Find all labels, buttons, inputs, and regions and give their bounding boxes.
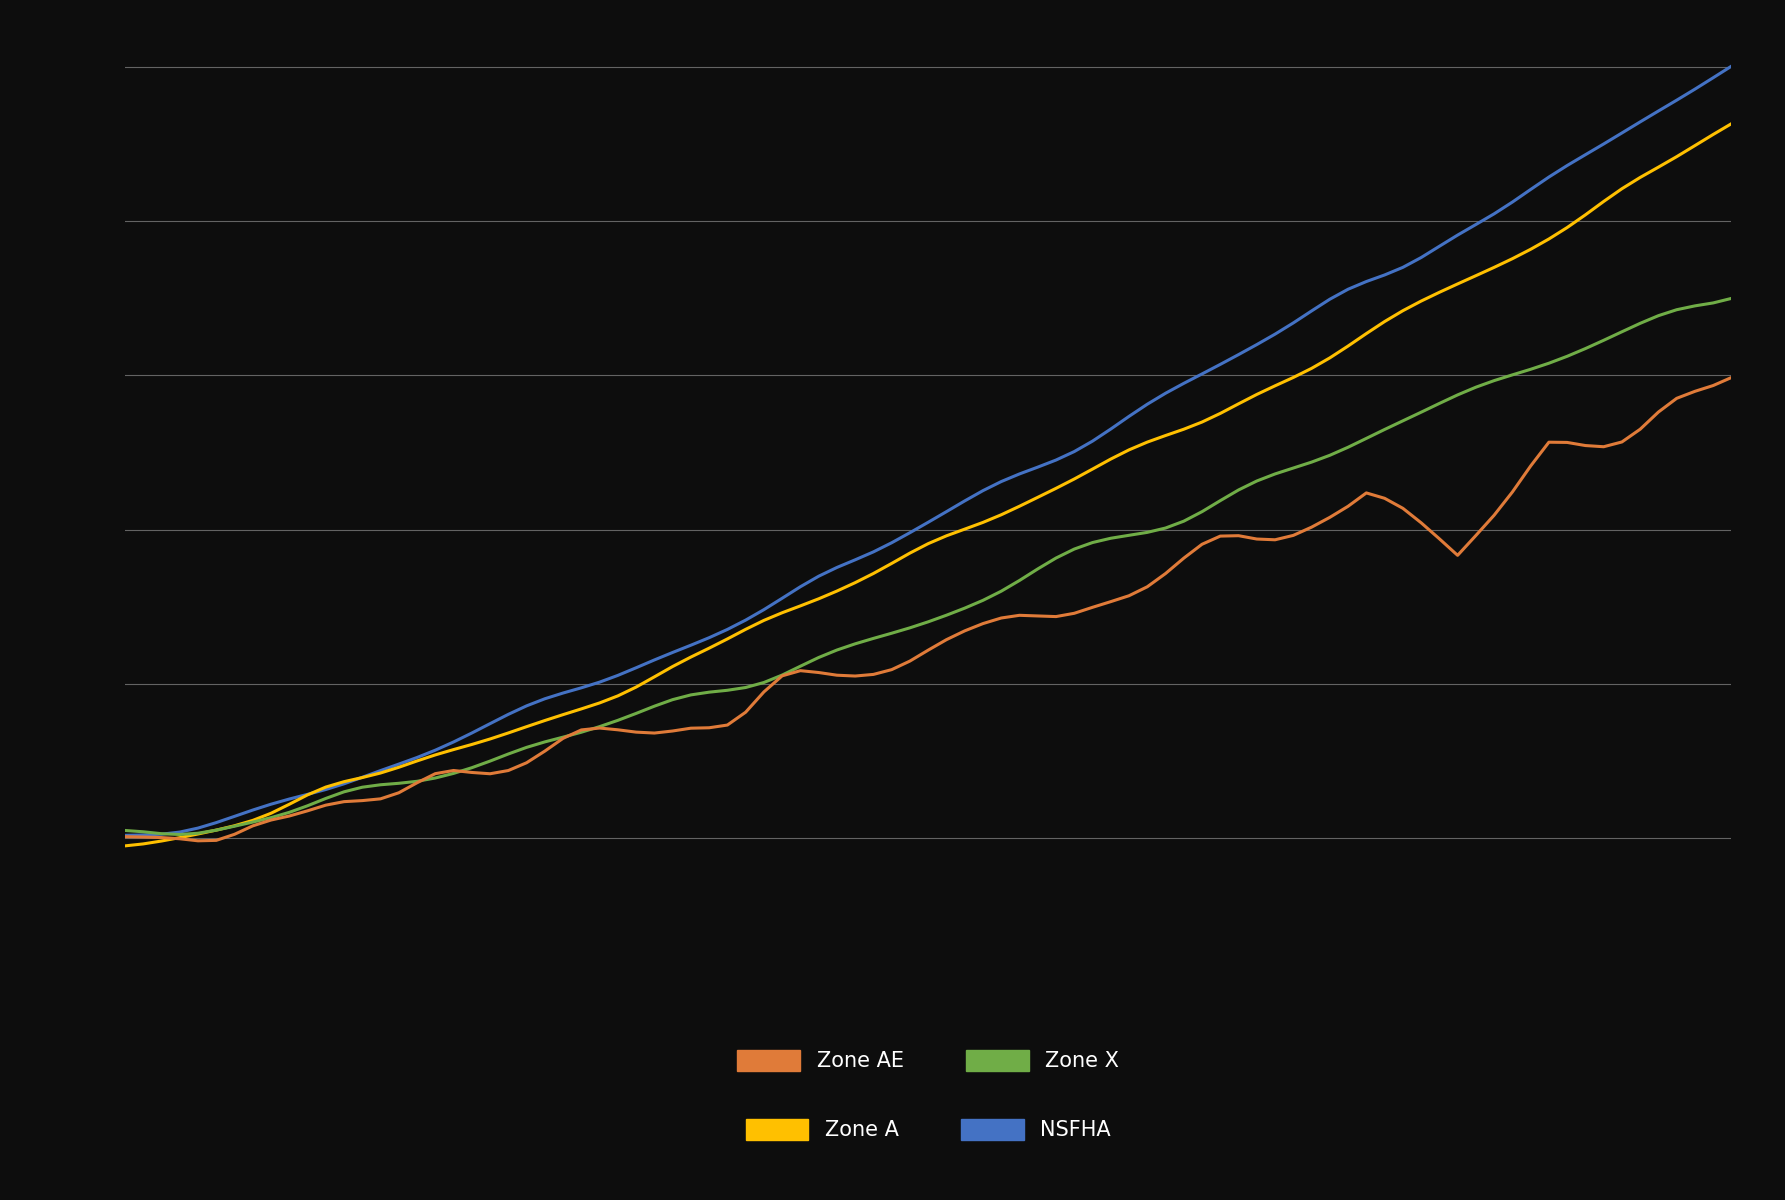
Legend: Zone A, NSFHA: Zone A, NSFHA bbox=[737, 1110, 1119, 1148]
